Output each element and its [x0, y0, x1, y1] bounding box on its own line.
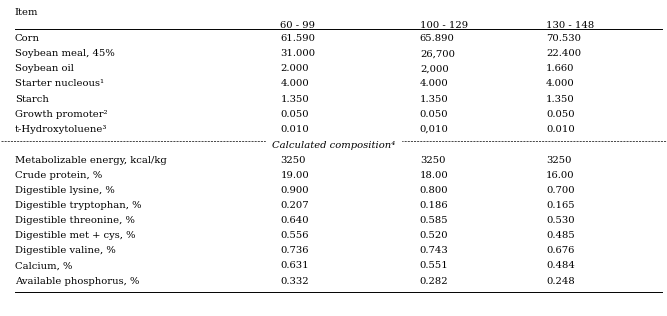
Text: 0.551: 0.551	[420, 261, 449, 270]
Text: 130 - 148: 130 - 148	[546, 21, 594, 30]
Text: 26,700: 26,700	[420, 49, 455, 58]
Text: Item: Item	[15, 8, 38, 17]
Text: Calcium, %: Calcium, %	[15, 261, 72, 270]
Text: 0.282: 0.282	[420, 276, 448, 286]
Text: 0.631: 0.631	[280, 261, 309, 270]
Text: Soybean oil: Soybean oil	[15, 64, 73, 73]
Text: 3250: 3250	[420, 156, 446, 165]
Text: 0.207: 0.207	[280, 201, 309, 210]
Text: 0.165: 0.165	[546, 201, 575, 210]
Text: 60 - 99: 60 - 99	[280, 21, 315, 30]
Text: 0.585: 0.585	[420, 216, 448, 225]
Text: Metabolizable energy, kcal/kg: Metabolizable energy, kcal/kg	[15, 156, 167, 165]
Text: Available phosphorus, %: Available phosphorus, %	[15, 276, 139, 286]
Text: 0.900: 0.900	[280, 186, 309, 195]
Text: 2,000: 2,000	[420, 64, 449, 73]
Text: 1.350: 1.350	[280, 94, 309, 104]
Text: Digestible lysine, %: Digestible lysine, %	[15, 186, 115, 195]
Text: 16.00: 16.00	[546, 171, 575, 180]
Text: Digestible threonine, %: Digestible threonine, %	[15, 216, 135, 225]
Text: Starch: Starch	[15, 94, 49, 104]
Text: 22.400: 22.400	[546, 49, 581, 58]
Text: 0.050: 0.050	[280, 110, 309, 119]
Text: 4.000: 4.000	[546, 80, 575, 88]
Text: 0.640: 0.640	[280, 216, 309, 225]
Text: 0.050: 0.050	[420, 110, 448, 119]
Text: 1.350: 1.350	[420, 94, 449, 104]
Text: 19.00: 19.00	[280, 171, 309, 180]
Text: 65.890: 65.890	[420, 34, 455, 43]
Text: 70.530: 70.530	[546, 34, 581, 43]
Text: 100 - 129: 100 - 129	[420, 21, 468, 30]
Text: 1.660: 1.660	[546, 64, 574, 73]
Text: 2.000: 2.000	[280, 64, 309, 73]
Text: 1.350: 1.350	[546, 94, 575, 104]
Text: 18.00: 18.00	[420, 171, 449, 180]
Text: Calculated composition⁴: Calculated composition⁴	[272, 141, 395, 150]
Text: 4.000: 4.000	[420, 80, 449, 88]
Text: 0,010: 0,010	[420, 125, 449, 134]
Text: 0.050: 0.050	[546, 110, 575, 119]
Text: Digestible tryptophan, %: Digestible tryptophan, %	[15, 201, 141, 210]
Text: 0.800: 0.800	[420, 186, 448, 195]
Text: Corn: Corn	[15, 34, 39, 43]
Text: 0.700: 0.700	[546, 186, 575, 195]
Text: Digestible met + cys, %: Digestible met + cys, %	[15, 231, 135, 240]
Text: 0.743: 0.743	[420, 246, 449, 255]
Text: t-Hydroxytoluene³: t-Hydroxytoluene³	[15, 125, 107, 134]
Text: 0.484: 0.484	[546, 261, 575, 270]
Text: Crude protein, %: Crude protein, %	[15, 171, 102, 180]
Text: 0.010: 0.010	[280, 125, 309, 134]
Text: 0.248: 0.248	[546, 276, 575, 286]
Text: 31.000: 31.000	[280, 49, 315, 58]
Text: 0.556: 0.556	[280, 231, 309, 240]
Text: 0.736: 0.736	[280, 246, 309, 255]
Text: 0.332: 0.332	[280, 276, 309, 286]
Text: 0.186: 0.186	[420, 201, 448, 210]
Text: Digestible valine, %: Digestible valine, %	[15, 246, 115, 255]
Text: 0.010: 0.010	[546, 125, 575, 134]
Text: 0.530: 0.530	[546, 216, 575, 225]
Text: 0.520: 0.520	[420, 231, 448, 240]
Text: Soybean meal, 45%: Soybean meal, 45%	[15, 49, 115, 58]
Text: Starter nucleous¹: Starter nucleous¹	[15, 80, 103, 88]
Text: 0.676: 0.676	[546, 246, 574, 255]
Text: 3250: 3250	[280, 156, 306, 165]
Text: Growth promoter²: Growth promoter²	[15, 110, 107, 119]
Text: 0.485: 0.485	[546, 231, 575, 240]
Text: 4.000: 4.000	[280, 80, 309, 88]
Text: 3250: 3250	[546, 156, 572, 165]
Text: 61.590: 61.590	[280, 34, 315, 43]
